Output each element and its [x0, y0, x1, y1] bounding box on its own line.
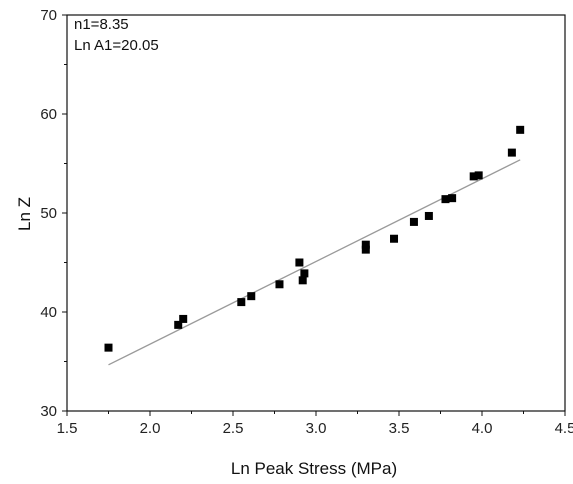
data-point: [516, 125, 525, 134]
y-tick-label: 40: [40, 304, 57, 321]
annotation-lna1: Ln A1=20.05: [74, 37, 159, 54]
x-tick-label: 3.5: [389, 420, 410, 437]
x-tick-label: 2.0: [140, 420, 161, 437]
y-tick-label: 50: [40, 205, 57, 222]
data-point: [441, 195, 450, 204]
y-tick-label: 60: [40, 106, 57, 123]
ticks-layer: 1.5 2.0 2.5 3.0 3.5 4.0 4.5 30 40 50 60 70: [40, 7, 573, 437]
data-points-layer: [104, 125, 525, 352]
y-axis-title: Ln Z: [15, 197, 34, 231]
annotation-n1: n1=8.35: [74, 16, 129, 33]
data-point: [300, 269, 309, 278]
fit-line-layer: [108, 159, 521, 366]
data-point: [179, 314, 188, 323]
x-tick-label: 3.0: [306, 420, 327, 437]
data-point: [390, 234, 399, 243]
data-point: [507, 148, 516, 157]
x-axis-title: Ln Peak Stress (MPa): [231, 459, 397, 478]
data-point: [424, 211, 433, 220]
x-tick-label: 4.5: [555, 420, 573, 437]
data-point: [298, 276, 307, 285]
x-tick-label: 2.5: [223, 420, 244, 437]
data-point: [469, 172, 478, 181]
y-tick-label: 30: [40, 403, 57, 420]
data-point: [361, 240, 370, 249]
x-tick-label: 1.5: [57, 420, 78, 437]
plot-frame: [66, 14, 566, 412]
fit-line: [108, 159, 521, 366]
data-point: [448, 194, 457, 203]
data-point: [409, 217, 418, 226]
data-point: [237, 298, 246, 307]
y-tick-label: 70: [40, 7, 57, 24]
data-point: [275, 280, 284, 289]
data-point: [104, 343, 113, 352]
data-point: [174, 320, 183, 329]
data-point: [474, 171, 483, 180]
data-point: [295, 258, 304, 267]
x-tick-label: 4.0: [472, 420, 493, 437]
data-point: [247, 292, 256, 301]
data-point: [361, 245, 370, 254]
